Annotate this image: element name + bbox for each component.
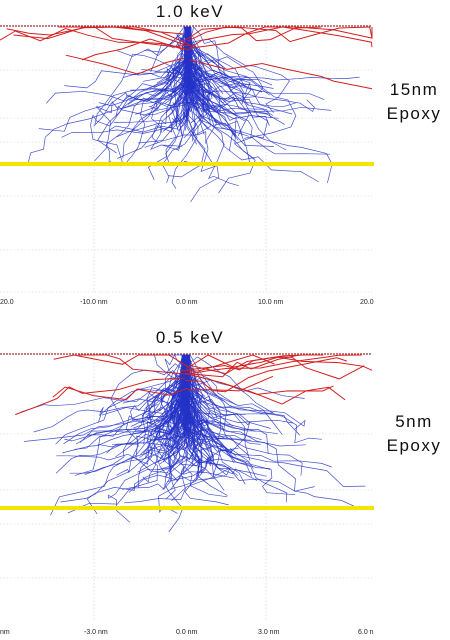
electron-trajectory xyxy=(87,354,185,437)
electron-trajectory xyxy=(189,354,228,431)
backscattered-trajectory xyxy=(53,354,189,368)
electron-trajectory xyxy=(172,354,315,492)
x-tick-label: 0.0 nm xyxy=(176,629,198,636)
trajectory-group xyxy=(0,26,373,202)
electron-trajectory xyxy=(74,354,189,476)
backscattered-trajectory xyxy=(187,375,274,392)
electron-trajectory xyxy=(184,26,220,202)
x-tick-label: 20.0 xyxy=(0,299,14,306)
electron-trajectory xyxy=(175,354,188,436)
electron-trajectory xyxy=(183,354,258,481)
backscattered-trajectory xyxy=(0,27,190,51)
electron-trajectory xyxy=(171,354,192,458)
electron-trajectory xyxy=(166,355,188,499)
backscattered-trajectory xyxy=(80,26,190,46)
film-label: 15nm Epoxy xyxy=(378,78,450,126)
backscattered-trajectory xyxy=(186,354,373,371)
electron-trajectory-plot: nm -3.0 nm 0.0 nm 3.0 nm 6.0 n xyxy=(0,352,374,636)
simulation-panel-05kev: 0.5 keV nm -3.0 nm 0.0 nm 3.0 nm 6.0 n 5… xyxy=(0,322,450,640)
backscattered-trajectory xyxy=(15,377,185,416)
backscattered-trajectory xyxy=(184,26,373,43)
backscattered-trajectory xyxy=(188,26,373,49)
film-label: 5nm Epoxy xyxy=(378,410,450,458)
x-tick-label: 10.0 nm xyxy=(258,299,283,306)
x-tick-label: 3.0 nm xyxy=(258,629,280,636)
electron-trajectory xyxy=(105,26,187,165)
electron-trajectory xyxy=(187,27,333,183)
simulation-panel-1kev: 1.0 keV 20.0 -10.0 nm 0.0 nm 10.0 nm 20.… xyxy=(0,0,450,318)
electron-trajectory xyxy=(186,354,211,474)
electron-trajectory xyxy=(166,27,287,151)
electron-trajectory xyxy=(143,354,189,454)
electron-trajectory xyxy=(187,354,296,496)
electron-trajectory xyxy=(61,26,191,138)
backscattered-trajectory xyxy=(187,373,334,395)
backscattered-trajectory xyxy=(185,354,300,378)
electron-trajectory-plot: 20.0 -10.0 nm 0.0 nm 10.0 nm 20.0 xyxy=(0,22,374,306)
electron-trajectory xyxy=(97,354,186,448)
backscattered-trajectory xyxy=(186,356,365,380)
electron-trajectory xyxy=(184,354,188,427)
trajectory-group xyxy=(15,354,373,533)
film-material: Epoxy xyxy=(386,436,442,455)
backscattered-trajectory xyxy=(181,354,275,372)
backscattered-trajectory xyxy=(185,357,348,393)
film-thickness: 15nm xyxy=(389,80,439,99)
electron-trajectory xyxy=(55,354,187,474)
backscattered-trajectory xyxy=(65,54,185,75)
x-tick-label: 0.0 nm xyxy=(176,299,198,306)
electron-trajectory xyxy=(186,354,366,487)
electron-trajectory xyxy=(115,26,205,116)
x-tick-label: nm xyxy=(0,629,10,636)
x-tick-label: 6.0 n xyxy=(358,629,374,636)
electron-trajectory xyxy=(138,26,211,144)
backscattered-trajectory xyxy=(81,38,184,61)
backscattered-trajectory xyxy=(52,386,188,401)
electron-trajectory xyxy=(150,26,191,108)
electron-trajectory xyxy=(188,26,249,105)
electron-trajectory xyxy=(113,26,196,123)
electron-trajectory xyxy=(183,355,332,468)
x-tick-label: 20.0 xyxy=(360,299,374,306)
x-tick-label: -3.0 nm xyxy=(84,629,108,636)
electron-trajectory xyxy=(186,26,194,94)
panel-title: 1.0 keV xyxy=(155,2,225,21)
backscattered-trajectory xyxy=(78,354,191,375)
electron-trajectory xyxy=(130,26,189,91)
backscattered-trajectory xyxy=(189,59,373,90)
film-thickness: 5nm xyxy=(395,412,433,431)
x-tick-label: -10.0 nm xyxy=(80,299,108,306)
backscattered-trajectory xyxy=(189,26,373,49)
electron-trajectory xyxy=(185,354,196,467)
film-material: Epoxy xyxy=(386,104,442,123)
panel-title: 0.5 keV xyxy=(155,328,225,347)
backscattered-trajectory xyxy=(187,26,322,42)
electron-trajectory xyxy=(186,354,215,452)
